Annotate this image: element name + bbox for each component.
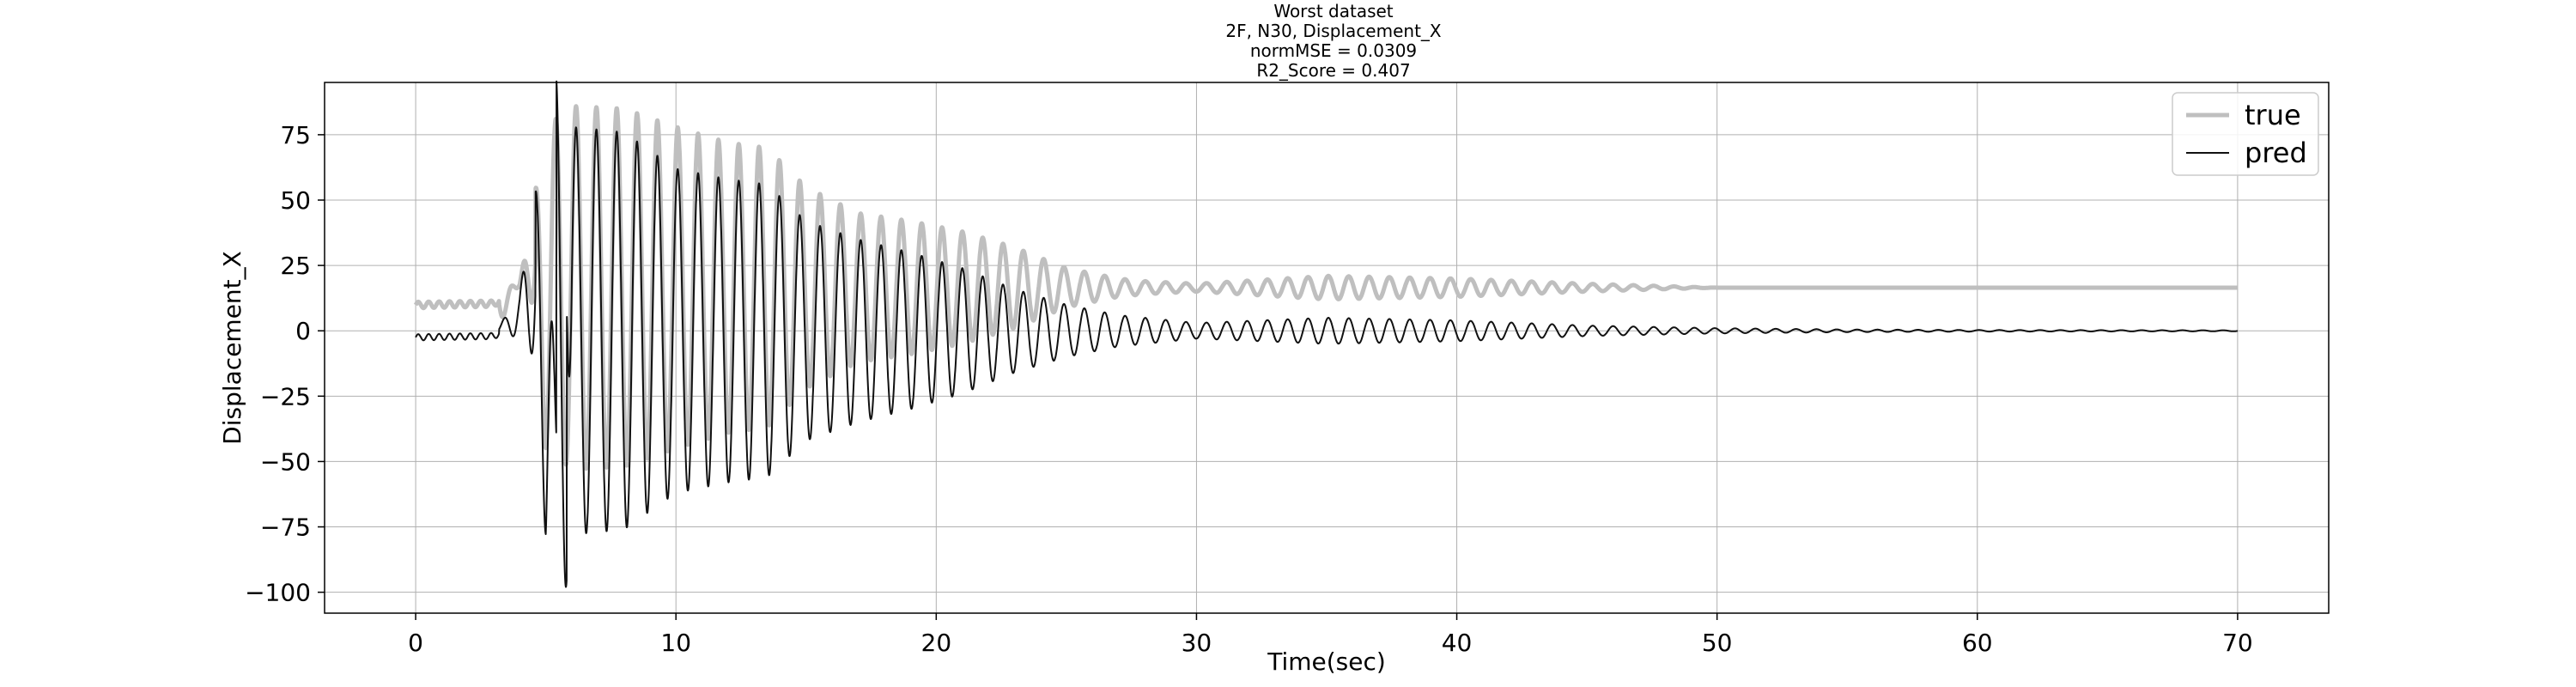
- x-axis-label: Time(sec): [1267, 647, 1386, 676]
- x-tick-label: 50: [1702, 629, 1733, 657]
- y-tick-label: 25: [280, 252, 311, 280]
- series-line-true: [413, 104, 2240, 471]
- title-line-4: R2_Score = 0.407: [1256, 60, 1410, 81]
- series-layer: [413, 80, 2240, 588]
- x-tick-label: 40: [1442, 629, 1473, 657]
- title-line-1: Worst dataset: [1273, 1, 1393, 21]
- y-tick-label: 75: [280, 121, 311, 149]
- x-tick-label: 10: [660, 629, 691, 657]
- y-tick-label: −75: [260, 514, 311, 542]
- title-line-3: normMSE = 0.0309: [1250, 40, 1417, 61]
- y-axis-ticks: 75 50 25 0 −25 −50 −75 −100: [245, 121, 325, 607]
- x-tick-label: 20: [921, 629, 952, 657]
- legend-label-true: true: [2245, 99, 2301, 131]
- x-tick-label: 60: [1962, 629, 1993, 657]
- y-tick-label: −50: [260, 447, 311, 476]
- y-tick-label: −100: [245, 579, 311, 607]
- x-axis-ticks: 0 10 20 30 40 50 60 70: [408, 613, 2253, 657]
- y-axis-label: Displacement_X: [218, 251, 246, 445]
- y-tick-label: −25: [260, 382, 311, 410]
- legend: true pred: [2172, 92, 2319, 176]
- y-tick-label: 0: [295, 317, 311, 345]
- x-tick-label: 70: [2222, 629, 2253, 657]
- x-tick-label: 0: [408, 629, 423, 657]
- series-line-pred: [415, 80, 2239, 588]
- chart-title: Worst dataset 2F, N30, Displacement_X no…: [1225, 1, 1442, 81]
- title-line-2: 2F, N30, Displacement_X: [1225, 21, 1442, 41]
- y-tick-label: 50: [280, 186, 311, 215]
- legend-label-pred: pred: [2245, 137, 2307, 169]
- plot-area-frame: [324, 82, 2330, 614]
- x-tick-label: 30: [1182, 629, 1212, 657]
- grid-lines: [325, 82, 2329, 613]
